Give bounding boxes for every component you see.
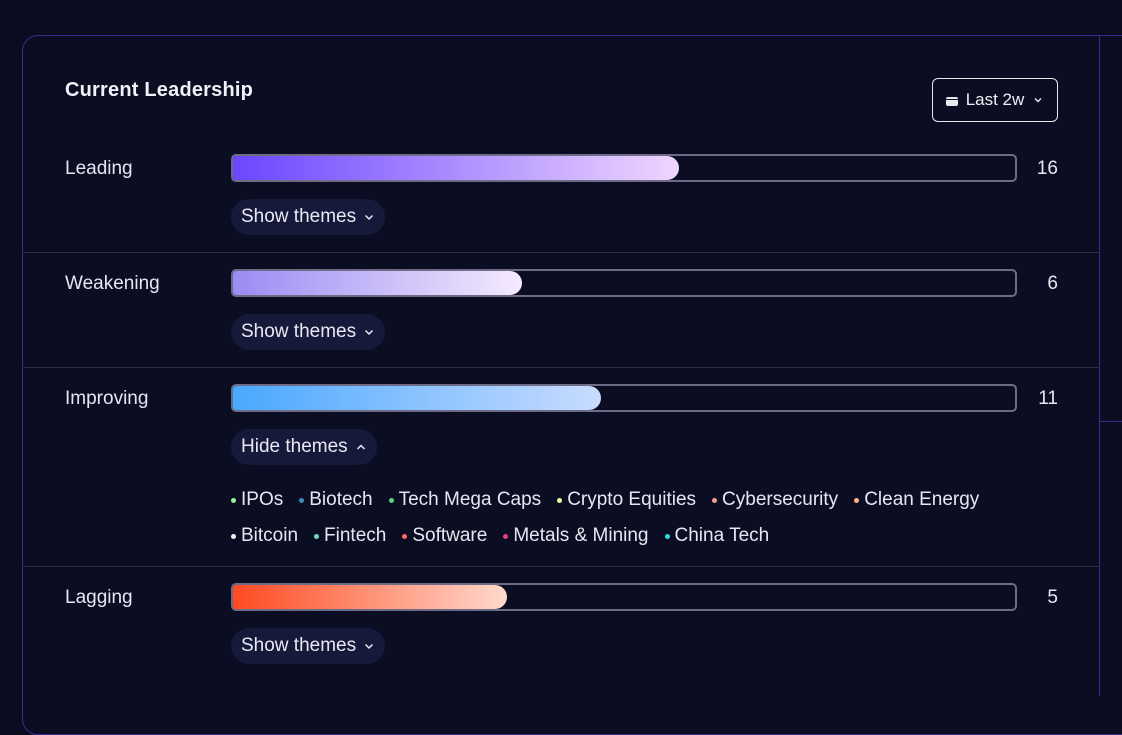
date-range-label: Last 2w bbox=[965, 90, 1025, 109]
progress-track-leading bbox=[231, 154, 1017, 182]
theme-dot-icon bbox=[854, 497, 860, 503]
toggle-label: Show themes bbox=[241, 321, 357, 342]
progress-fill-lagging bbox=[233, 585, 507, 609]
panel-divider-horizontal bbox=[1100, 421, 1122, 422]
progress-track-improving bbox=[231, 384, 1017, 412]
progress-fill-leading bbox=[233, 156, 679, 180]
theme-dot-icon bbox=[388, 497, 394, 503]
theme-dot-icon bbox=[664, 533, 670, 539]
toggle-label: Hide themes bbox=[241, 436, 348, 457]
theme-tag[interactable]: Fintech bbox=[314, 525, 386, 547]
theme-tag-label: Tech Mega Caps bbox=[398, 489, 542, 510]
row-divider bbox=[22, 566, 1100, 567]
theme-tag[interactable]: Metals & Mining bbox=[503, 525, 649, 547]
progress-track-weakening bbox=[231, 269, 1017, 297]
theme-list-improving: IPOs Biotech Tech Mega Caps Crypto Equities… bbox=[231, 482, 1031, 554]
theme-tag-label: Cybersecurity bbox=[722, 489, 839, 510]
theme-tag[interactable]: Software bbox=[402, 525, 487, 547]
calendar-icon bbox=[945, 95, 958, 106]
theme-dot-icon bbox=[712, 497, 718, 503]
row-label-improving: Improving bbox=[65, 388, 149, 409]
toggle-label: Show themes bbox=[241, 635, 357, 656]
chevron-down-icon bbox=[1034, 98, 1042, 103]
row-divider bbox=[22, 367, 1100, 368]
show-themes-button-lagging[interactable]: Show themes bbox=[231, 628, 386, 664]
theme-tag-label: Bitcoin bbox=[241, 525, 299, 546]
progress-fill-weakening bbox=[233, 271, 523, 295]
theme-dot-icon bbox=[314, 533, 320, 539]
row-divider bbox=[22, 252, 1100, 253]
theme-list-line: IPOs Biotech Tech Mega Caps Crypto Equities… bbox=[231, 482, 1031, 518]
chevron-down-icon bbox=[365, 643, 374, 650]
theme-tag[interactable]: Cybersecurity bbox=[712, 489, 838, 511]
row-label-leading: Leading bbox=[65, 158, 133, 179]
row-label-weakening: Weakening bbox=[65, 273, 160, 294]
theme-tag[interactable]: China Tech bbox=[664, 525, 770, 547]
theme-dot-icon bbox=[231, 533, 236, 539]
theme-tag-label: China Tech bbox=[674, 525, 770, 546]
theme-tag-label: Software bbox=[412, 525, 488, 546]
row-count-leading: 16 bbox=[1036, 158, 1058, 179]
chevron-up-icon bbox=[356, 444, 365, 450]
row-count-weakening: 6 bbox=[1047, 273, 1058, 294]
theme-dot-icon bbox=[299, 497, 305, 503]
progress-fill-improving bbox=[233, 386, 601, 410]
theme-tag[interactable]: Tech Mega Caps bbox=[388, 489, 542, 511]
row-label-lagging: Lagging bbox=[65, 587, 133, 608]
theme-tag-label: Crypto Equities bbox=[567, 489, 697, 510]
chevron-down-icon bbox=[365, 329, 374, 336]
show-themes-button-weakening[interactable]: Show themes bbox=[231, 314, 386, 350]
theme-dot-icon bbox=[402, 533, 408, 539]
toggle-label: Show themes bbox=[241, 206, 357, 227]
theme-tag-label: Fintech bbox=[324, 525, 387, 546]
theme-tag-label: Clean Energy bbox=[864, 489, 980, 510]
theme-list-line: Bitcoin Fintech Software Metals & Mining Chi… bbox=[231, 518, 1031, 554]
panel-title: Current Leadership bbox=[65, 79, 254, 101]
theme-tag-label: Biotech bbox=[309, 489, 373, 510]
date-range-dropdown[interactable]: Last 2w bbox=[932, 78, 1058, 122]
chevron-down-icon bbox=[365, 214, 374, 221]
theme-tag[interactable]: IPOs bbox=[231, 489, 283, 511]
theme-tag[interactable]: Crypto Equities bbox=[557, 489, 696, 511]
theme-tag[interactable]: Clean Energy bbox=[854, 489, 979, 511]
panel-divider bbox=[1099, 36, 1100, 696]
theme-dot-icon bbox=[557, 497, 563, 503]
row-count-improving: 11 bbox=[1038, 388, 1058, 409]
theme-tag-label: Metals & Mining bbox=[513, 525, 649, 546]
hide-themes-button-improving[interactable]: Hide themes bbox=[231, 429, 377, 465]
theme-dot-icon bbox=[503, 533, 509, 539]
row-count-lagging: 5 bbox=[1047, 587, 1058, 608]
theme-dot-icon bbox=[231, 497, 236, 503]
progress-track-lagging bbox=[231, 583, 1017, 611]
show-themes-button-leading[interactable]: Show themes bbox=[231, 199, 386, 235]
theme-tag-label: IPOs bbox=[241, 489, 284, 510]
theme-tag[interactable]: Biotech bbox=[299, 489, 373, 511]
theme-tag[interactable]: Bitcoin bbox=[231, 525, 298, 547]
